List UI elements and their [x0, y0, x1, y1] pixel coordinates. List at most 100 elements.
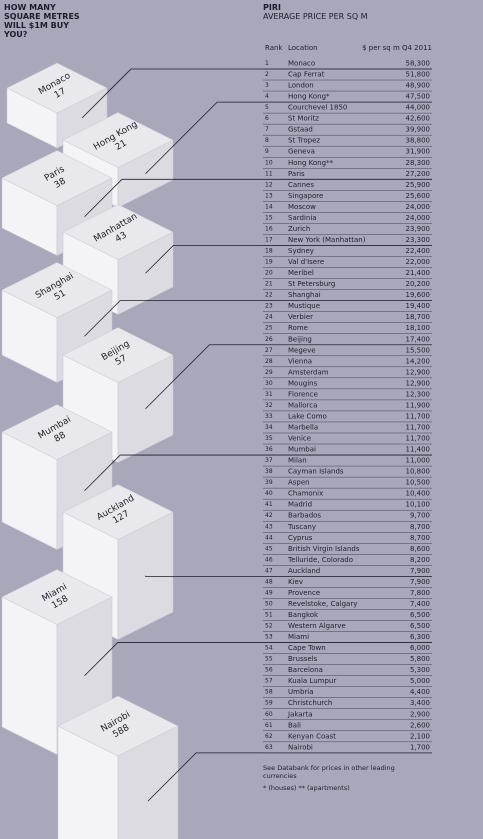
- price: 10,500: [406, 479, 431, 487]
- price: 24,000: [406, 214, 431, 222]
- price: 8,200: [410, 556, 430, 564]
- location: Madrid: [288, 501, 312, 509]
- location: Monaco: [288, 60, 315, 68]
- rank: 56: [265, 667, 273, 674]
- rank: 34: [265, 424, 273, 431]
- location: Gstaad: [288, 126, 313, 134]
- location: Revelstoke, Calgary: [288, 600, 357, 608]
- location: Chamonix: [288, 490, 323, 498]
- rank: 37: [265, 457, 273, 464]
- location: Vienna: [288, 357, 312, 365]
- location: Florence: [288, 390, 318, 398]
- cube: Beijing 57: [62, 327, 432, 463]
- rank: 45: [265, 545, 273, 552]
- rank: 1: [265, 60, 269, 67]
- cube-top: [62, 112, 174, 168]
- cube-top: [1, 150, 113, 206]
- price: 25,900: [406, 181, 431, 189]
- cube-value: 43: [114, 230, 129, 244]
- price: 11,700: [406, 423, 431, 431]
- rank: 48: [265, 578, 273, 585]
- title: HOW MANY SQUARE METRES WILL $1M BUY YOU?: [4, 3, 80, 39]
- subtitle: AVERAGE PRICE PER SQ M: [263, 12, 368, 21]
- rank: 14: [265, 203, 273, 210]
- rank: 28: [265, 358, 273, 365]
- price: 6,300: [410, 633, 430, 641]
- location: Lake Como: [288, 412, 327, 420]
- rank: 5: [265, 104, 269, 111]
- location: Zurich: [288, 225, 310, 233]
- price: 15,500: [406, 346, 431, 354]
- rank: 17: [265, 236, 273, 243]
- price: 27,200: [406, 170, 431, 178]
- price: 39,900: [406, 126, 431, 134]
- rank: 53: [265, 634, 273, 641]
- rank: 15: [265, 214, 273, 221]
- rank: 26: [265, 336, 273, 343]
- price: 22,400: [406, 247, 431, 255]
- rank: 63: [265, 744, 273, 751]
- price: 44,000: [406, 104, 431, 112]
- location: Rome: [288, 324, 308, 332]
- price: 48,900: [406, 82, 431, 90]
- price: 7,400: [410, 600, 430, 608]
- cube-top: [62, 327, 174, 383]
- rank: 18: [265, 248, 273, 255]
- rank: 12: [265, 181, 273, 188]
- price: 25,600: [406, 192, 431, 200]
- location: Hong Kong**: [288, 159, 334, 167]
- location: Val d'Isere: [288, 258, 324, 266]
- location: Cap Ferrat: [288, 71, 325, 79]
- rank: 25: [265, 325, 273, 332]
- location: Mallorca: [288, 401, 317, 409]
- price: 1,700: [410, 743, 430, 751]
- rank: 13: [265, 192, 273, 199]
- location: Moscow: [288, 203, 316, 211]
- cube-top: [62, 484, 174, 540]
- location: Shanghai: [288, 291, 321, 299]
- leader-line: [145, 344, 432, 410]
- cube-top: [1, 404, 113, 460]
- location: London: [288, 82, 314, 90]
- price: 21,400: [406, 269, 431, 277]
- location: Umbria: [288, 688, 314, 696]
- location: Sardinia: [288, 214, 317, 222]
- price: 8,700: [410, 534, 430, 542]
- location: Verbier: [288, 313, 313, 321]
- rank: 22: [265, 292, 273, 299]
- cube-value: 57: [114, 353, 129, 367]
- rank: 20: [265, 270, 273, 277]
- price: 11,700: [406, 412, 431, 420]
- column-header: Location: [288, 44, 318, 52]
- location: New York (Manhattan): [288, 236, 366, 244]
- location: Meribel: [288, 269, 314, 277]
- location: Mustique: [288, 302, 320, 310]
- cube-value: 51: [53, 288, 68, 302]
- rank: 29: [265, 369, 273, 376]
- rank: 27: [265, 347, 273, 354]
- location: Beijing: [288, 335, 312, 343]
- price: 2,600: [410, 721, 430, 729]
- price: 23,300: [406, 236, 431, 244]
- location: Singapore: [288, 192, 323, 200]
- price: 12,900: [406, 379, 431, 387]
- location: Auckland: [288, 567, 320, 575]
- price: 31,900: [406, 148, 431, 156]
- rank: 40: [265, 490, 273, 497]
- location: Kiev: [288, 578, 303, 586]
- rank: 41: [265, 501, 273, 508]
- location: Jakarta: [287, 710, 313, 718]
- leader-line: [84, 642, 432, 677]
- location: Nairobi: [288, 743, 313, 751]
- price: 12,300: [406, 390, 431, 398]
- price: 17,400: [406, 335, 431, 343]
- rank: 46: [265, 556, 273, 563]
- price: 23,900: [406, 225, 431, 233]
- price: 11,700: [406, 435, 431, 443]
- rank: 4: [265, 93, 269, 100]
- rank: 38: [265, 468, 273, 475]
- rank: 23: [265, 303, 273, 310]
- location: Christchurch: [288, 699, 332, 707]
- location: Cayman Islands: [288, 468, 344, 476]
